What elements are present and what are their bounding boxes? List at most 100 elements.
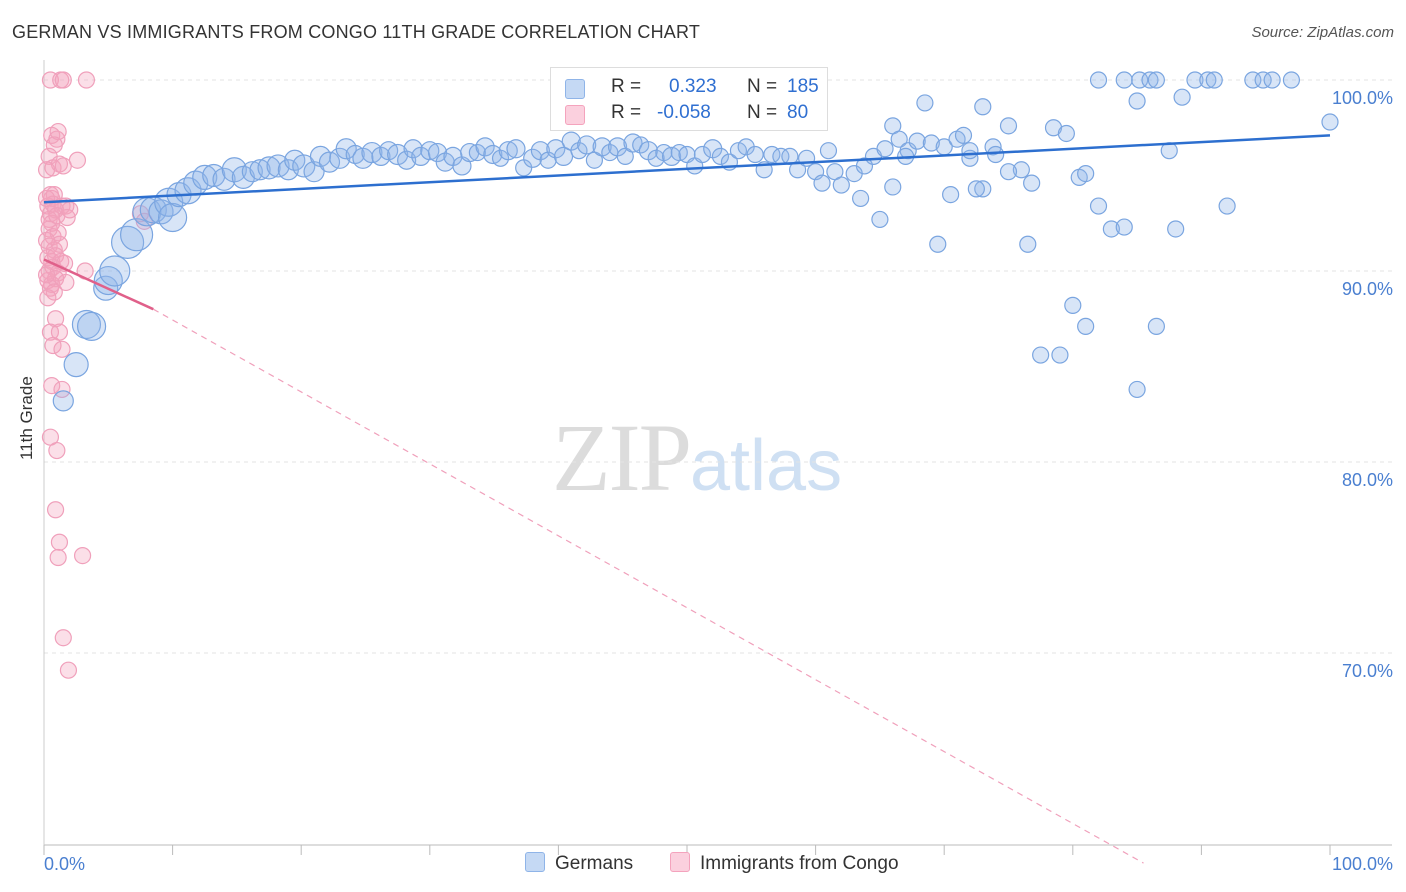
german-point [221,157,247,183]
congo-point [57,273,75,292]
german-point [257,156,281,180]
german-point [335,138,357,160]
bottom-legend-germans-label: Germans [555,853,634,874]
german-point [491,149,510,167]
congo-point [37,161,56,179]
german-point [1128,380,1146,399]
congo-point [45,283,63,301]
legend-n-value: 185 [787,76,819,97]
legend-n-label: N = [747,76,778,97]
german-point [1019,235,1037,253]
german-point [1012,161,1030,179]
german-point [852,189,870,208]
congo-trend-extension [153,308,1144,864]
german-point [1218,197,1236,215]
german-point [916,94,934,112]
congo-point [48,441,66,460]
congo-point [54,71,72,89]
german-point [974,180,992,198]
german-point [76,311,107,341]
german-point [119,218,154,252]
legend-r-value: 0.323 [669,76,717,97]
bottom-swatch-germans [525,852,545,872]
legend-n-value: 80 [787,102,809,123]
bottom-legend-congo: Immigrants from Congo [670,852,899,875]
y-tick-label: 100.0% [1332,88,1393,108]
german-point [746,145,764,164]
german-point [1147,71,1165,89]
legend-r-label: R = [611,102,642,123]
german-point [420,141,440,161]
german-point [468,143,486,162]
congo-point [41,323,60,341]
congo-point [54,629,72,647]
congo-point [37,231,56,250]
german-point [1205,71,1223,89]
trend-lines [43,134,1331,864]
german-point [954,126,973,144]
watermark-atlas: atlas [690,426,843,506]
german-point [942,186,960,204]
congo-point [49,122,67,141]
german-point [1254,71,1272,89]
german-point [987,145,1005,164]
german-point [397,150,417,170]
german-point [1186,71,1204,89]
x-tick-label-max: 100.0% [1332,854,1393,874]
german-point [890,130,908,148]
german-point [553,146,574,166]
german-point [967,180,985,198]
german-point [1199,71,1217,89]
legend-r-value: -0.058 [657,102,711,123]
germans-trend-line [43,134,1331,204]
german-point [999,163,1018,181]
congo-point [46,501,65,519]
german-point [577,135,597,155]
bottom-legend-congo-label: Immigrants from Congo [700,853,899,874]
german-point [1263,71,1281,89]
german-point [632,136,650,154]
congo-point [59,661,78,679]
bottom-swatch-congo [670,852,690,872]
german-point [63,351,89,378]
legend-r-label: R = [611,76,642,97]
german-point [884,178,902,196]
german-point [93,265,123,296]
x-tick-label-min: 0.0% [44,854,85,874]
german-point [52,390,74,412]
german-point [1077,164,1095,183]
german-point [292,154,316,178]
legend-n-label: N = [747,102,778,123]
german-point [1032,346,1050,364]
german-point [1057,124,1075,143]
congo-point [43,377,61,395]
congo-point [73,546,92,565]
congo-point [46,270,65,288]
german-point [523,148,543,168]
german-point [546,139,566,159]
german-point [999,117,1018,135]
congo-point [53,340,71,358]
german-point [1089,71,1108,89]
german-point [693,145,712,164]
german-point [1128,92,1146,110]
congo-point [37,266,56,284]
german-point [1064,296,1082,314]
y-tick-label: 70.0% [1342,661,1393,681]
german-point [371,146,391,166]
congo-point [37,189,56,208]
german-point [1167,220,1185,238]
legend: R = 0.323 N = 185 R = -0.058 N = 80 [550,67,828,131]
congo-point [53,380,71,399]
tick-labels: 100.0% 90.0% 80.0% 70.0% 0.0% 100.0% [44,88,1393,874]
congo-point [49,548,67,567]
congo-point [77,71,96,89]
german-point [212,167,236,191]
german-point [1077,317,1095,335]
german-point [1321,113,1339,131]
german-point [1115,71,1133,89]
german-point [498,141,518,161]
chart-title: GERMAN VS IMMIGRANTS FROM CONGO 11TH GRA… [12,22,701,42]
y-tick-label: 90.0% [1342,279,1393,299]
